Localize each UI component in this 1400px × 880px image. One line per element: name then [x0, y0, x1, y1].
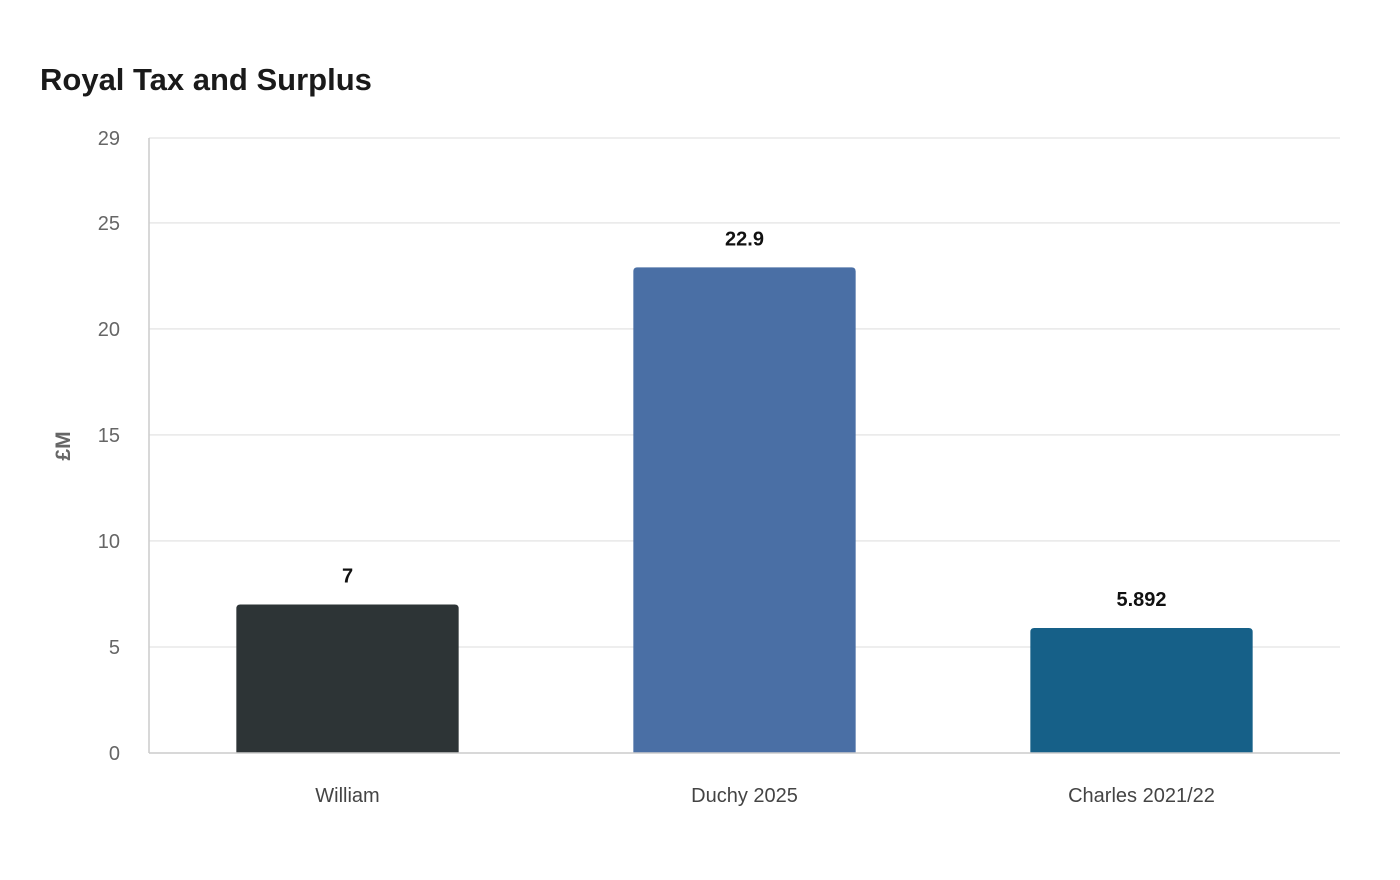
y-tick-label: 25: [98, 213, 120, 235]
y-axis-label: £M: [52, 431, 75, 460]
y-tick-label: 0: [109, 743, 120, 765]
data-label: 7: [342, 566, 353, 588]
y-tick-label: 29: [98, 128, 120, 150]
y-tick-label: 5: [109, 637, 120, 659]
data-label: 5.892: [1116, 589, 1166, 611]
x-tick-label: Charles 2021/22: [1068, 785, 1215, 807]
x-tick-label: Duchy 2025: [691, 785, 798, 807]
bar: [633, 267, 856, 753]
x-axis-ticks: William Duchy 2025 Charles 2021/22: [315, 785, 1215, 807]
bar: [1030, 628, 1253, 753]
y-tick-label: 15: [98, 425, 120, 447]
y-axis-ticks: 0 5 10 15 20 25 29: [98, 128, 120, 765]
y-tick-label: 10: [98, 531, 120, 553]
chart-title: Royal Tax and Surplus: [40, 62, 372, 97]
data-labels: 7 22.9 5.892: [342, 228, 1167, 611]
bars: [236, 267, 1253, 753]
y-tick-label: 20: [98, 319, 120, 341]
bar: [236, 604, 459, 753]
data-label: 22.9: [725, 228, 764, 250]
x-tick-label: William: [315, 785, 379, 807]
